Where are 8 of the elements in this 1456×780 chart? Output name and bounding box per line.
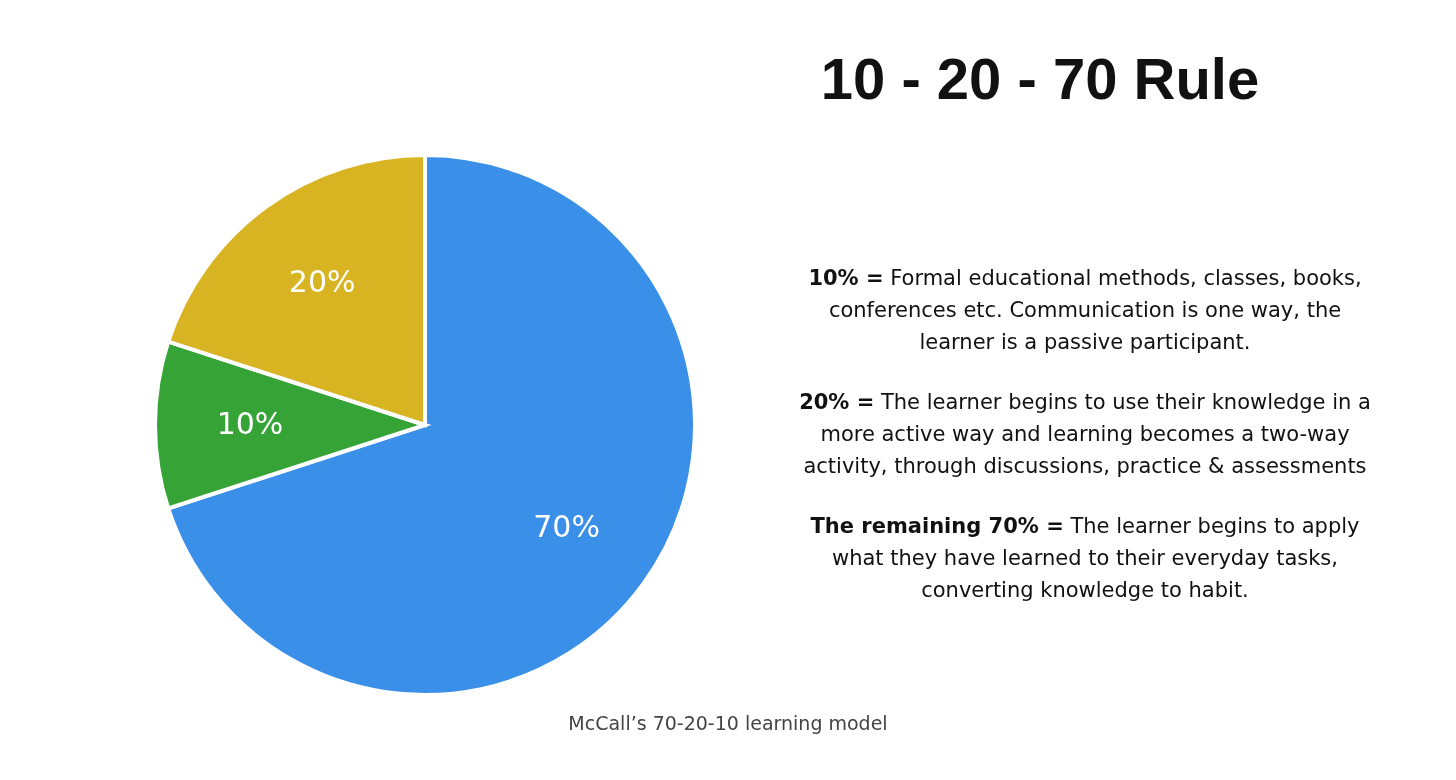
text: 10% = Formal educational methods, classes, books, conferences etc. Communication is one way, the learner is a passive participant. bbox=[807, 265, 1363, 356]
data-label: 20% bbox=[288, 264, 356, 300]
text: McCall’s 70-20-10 learning model bbox=[567, 712, 889, 734]
text: 20% = The learner begins to use their knowledge in a more active way and learning becomes a two-way activity, through discussions, practice & assessments bbox=[798, 389, 1372, 480]
data-label: 70% bbox=[533, 508, 600, 544]
data-label: 10% bbox=[216, 406, 284, 441]
text: The remaining 70% = The learner begins to apply what they have learned to their everyday tasks, converting knowledge to habit. bbox=[809, 513, 1361, 604]
text: 10 - 20 - 70 Rule bbox=[819, 45, 1261, 112]
